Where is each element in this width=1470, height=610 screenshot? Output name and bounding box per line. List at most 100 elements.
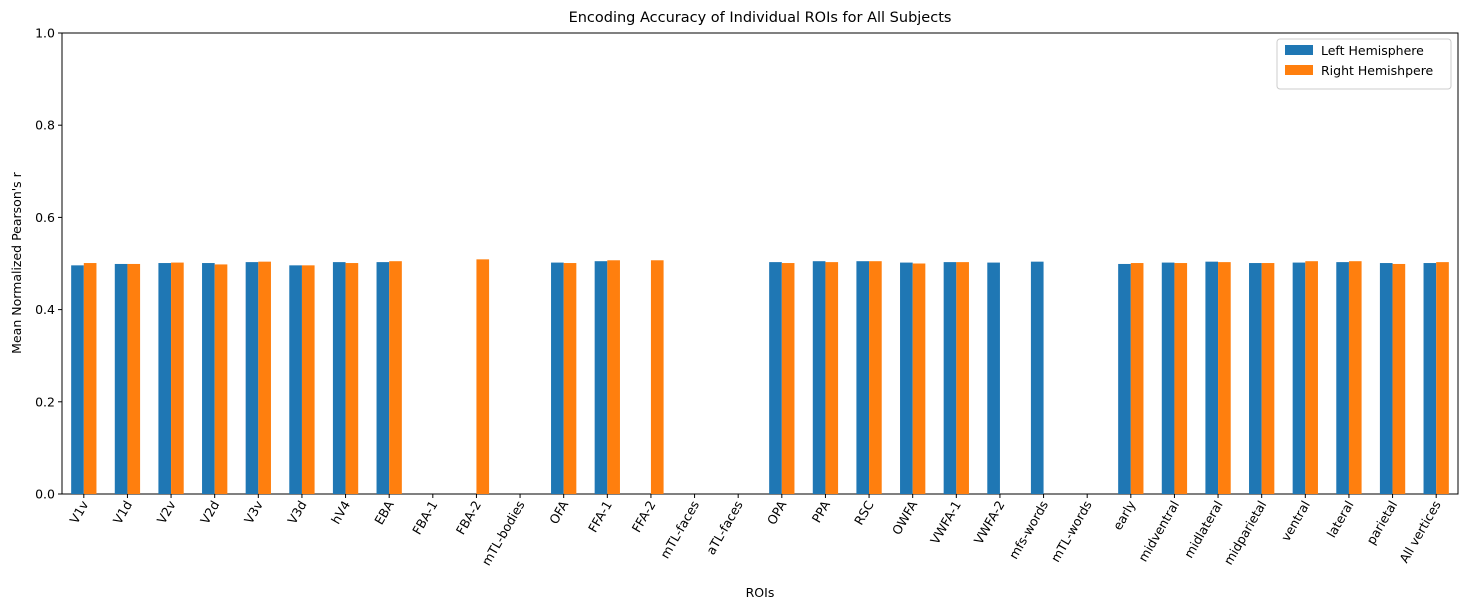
bar-right-ofa	[563, 263, 577, 494]
x-tick-label: ventral	[1278, 498, 1313, 544]
chart-title: Encoding Accuracy of Individual ROIs for…	[569, 10, 952, 26]
x-tick-label: OPA	[764, 498, 790, 528]
x-tick-label: FBA-1	[409, 498, 440, 537]
legend-label: Right Hemishpere	[1321, 63, 1434, 78]
bar-left-lateral	[1336, 262, 1349, 494]
legend-swatch	[1285, 45, 1313, 55]
x-tick-label: FFA-1	[585, 498, 615, 535]
bar-right-midventral	[1174, 263, 1188, 494]
bar-left-vwfa-2	[987, 262, 1000, 494]
y-axis: 0.0 0.2 0.4 0.6 0.8 1.0	[35, 26, 62, 502]
x-tick-label: mfs-words	[1006, 498, 1051, 562]
bar-right-parietal	[1392, 263, 1406, 494]
y-tick-label: 0.2	[35, 394, 55, 409]
bar-left-v2v	[158, 263, 172, 494]
x-tick-label: VWFA-1	[927, 498, 964, 547]
legend-label: Left Hemisphere	[1321, 43, 1424, 58]
x-tick-label: midlateral	[1181, 498, 1226, 561]
bar-left-vwfa-1	[943, 262, 957, 494]
bar-right-v3d	[301, 265, 315, 494]
x-tick-label: V2d	[197, 498, 222, 527]
x-tick-label: midventral	[1135, 498, 1182, 564]
bar-right-ffa-2	[650, 260, 664, 494]
x-tick-label: OWFA	[889, 498, 921, 538]
plot-frame	[61, 32, 1459, 495]
legend-swatch	[1285, 65, 1313, 75]
bar-left-v1d	[114, 263, 128, 494]
bar-left-early	[1118, 263, 1131, 494]
x-tick-label: All vertices	[1396, 498, 1444, 565]
bar-right-v1v	[83, 263, 97, 494]
plot-area	[61, 32, 1459, 495]
bar-right-v1d	[127, 263, 141, 494]
bar-left-mfs-words	[1030, 261, 1044, 494]
x-tick-label: FBA-2	[453, 498, 484, 537]
x-tick-label: midparietal	[1221, 498, 1270, 567]
x-tick-label: V2v	[154, 497, 179, 526]
bar-right-v2d	[214, 264, 228, 494]
y-tick-label: 0.0	[35, 487, 55, 502]
x-tick-label: V1d	[110, 498, 135, 527]
bar-left-v1v	[71, 265, 84, 494]
bar-left-ffa-1	[594, 261, 608, 494]
bar-right-hv4	[345, 263, 359, 494]
bar-left-ppa	[812, 261, 826, 494]
bar-left-v2d	[202, 263, 215, 494]
x-tick-label: aTL-faces	[703, 498, 746, 557]
bar-right-ppa	[825, 262, 839, 494]
bars	[71, 259, 1449, 494]
x-tick-label: V1v	[66, 497, 91, 526]
bar-right-vwfa-1	[956, 262, 969, 494]
x-tick-label: FFA-2	[629, 498, 659, 535]
x-tick-label: V3d	[284, 498, 309, 527]
x-axis: V1v V1d V2v V2d V3v V3d hV4 EBA FBA-1 FBA-2mTL-bo…	[66, 494, 1444, 568]
x-tick-label: early	[1110, 497, 1139, 532]
y-axis-label: Mean Normalized Pearson's r	[9, 171, 24, 353]
bar-right-ventral	[1305, 261, 1318, 494]
bar-left-hv4	[332, 262, 346, 494]
bar-left-v3v	[245, 262, 259, 494]
x-tick-label: OFA	[546, 498, 571, 527]
bar-right-midlateral	[1218, 262, 1231, 494]
bar-left-v3d	[289, 265, 302, 494]
bar-right-opa	[781, 263, 795, 494]
bar-left-rsc	[856, 261, 870, 494]
bar-left-midlateral	[1205, 261, 1219, 494]
bar-right-fba-2	[476, 259, 490, 494]
bar-right-lateral	[1348, 261, 1362, 494]
bar-left-ofa	[551, 262, 564, 494]
x-tick-label: V3v	[241, 497, 266, 526]
bar-right-eba	[389, 261, 402, 494]
bar-left-midparietal	[1249, 263, 1262, 494]
bar-left-opa	[769, 262, 782, 494]
bar-left-ventral	[1292, 262, 1306, 494]
x-axis-label: ROIs	[746, 585, 775, 600]
x-tick-label: hV4	[328, 498, 353, 527]
bar-left-midventral	[1161, 262, 1175, 494]
bar-right-ffa-1	[607, 260, 620, 494]
y-tick-label: 0.6	[35, 210, 55, 225]
y-tick-label: 0.8	[35, 118, 55, 133]
legend-box	[1276, 38, 1452, 90]
x-tick-label: RSC	[851, 498, 877, 528]
bar-right-v2v	[171, 262, 184, 494]
bar-right-v3v	[258, 261, 271, 494]
x-tick-label: mTL-faces	[657, 498, 702, 561]
x-tick-label: parietal	[1363, 498, 1400, 547]
bar-left-eba	[376, 262, 390, 494]
bar-right-all-vertices	[1436, 262, 1449, 494]
x-tick-label: VWFA-2	[971, 498, 1008, 547]
bar-right-midparietal	[1261, 263, 1275, 494]
bar-left-all-vertices	[1423, 263, 1437, 494]
bar-left-parietal	[1379, 263, 1393, 494]
legend: Left Hemisphere Right Hemishpere	[1276, 38, 1452, 90]
y-tick-label: 0.4	[35, 302, 55, 317]
bar-right-owfa	[912, 263, 926, 494]
x-tick-label: EBA	[371, 498, 397, 528]
y-tick-label: 1.0	[35, 26, 55, 41]
x-tick-label: mTL-words	[1048, 498, 1095, 565]
x-tick-label: mTL-bodies	[479, 498, 528, 568]
bar-right-early	[1130, 263, 1144, 494]
bar-left-owfa	[900, 262, 913, 494]
